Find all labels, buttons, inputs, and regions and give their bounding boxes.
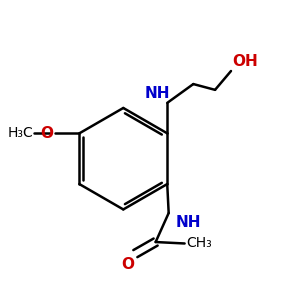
Text: NH: NH bbox=[176, 215, 201, 230]
Text: OH: OH bbox=[232, 54, 258, 69]
Text: NH: NH bbox=[144, 86, 170, 101]
Text: CH₃: CH₃ bbox=[186, 236, 212, 250]
Text: O: O bbox=[40, 126, 53, 141]
Text: H₃C: H₃C bbox=[7, 126, 33, 140]
Text: O: O bbox=[121, 256, 134, 272]
